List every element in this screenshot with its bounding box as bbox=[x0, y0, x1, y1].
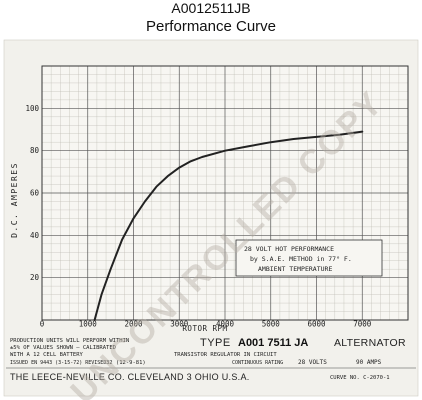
x-tick-labels: 0 1000 2000 3000 4000 5000 6000 7000 bbox=[40, 320, 372, 329]
x-tick-label: 7000 bbox=[353, 320, 372, 329]
annotation-line-2: by S.A.E. METHOD in 77° F. bbox=[250, 255, 352, 263]
y-tick-label: 20 bbox=[30, 273, 40, 282]
y-tick-label: 100 bbox=[25, 104, 39, 113]
x-tick-label: 3000 bbox=[170, 320, 189, 329]
footer-note-line-2: ±5% OF VALUES SHOWN — CALIBRATED bbox=[10, 345, 116, 351]
rating-amps: 90 AMPS bbox=[356, 359, 382, 366]
y-tick-label: 80 bbox=[30, 146, 40, 155]
footer-note-line-1: PRODUCTION UNITS WILL PERFORM WITHIN bbox=[10, 338, 129, 344]
rating-label: CONTINUOUS RATING bbox=[232, 360, 283, 366]
page-subtitle: Performance Curve bbox=[145, 18, 277, 35]
x-tick-label: 5000 bbox=[262, 320, 281, 329]
x-tick-label: 1000 bbox=[79, 320, 98, 329]
annotation-line-1: 28 VOLT HOT PERFORMANCE bbox=[244, 245, 334, 253]
y-axis-label: D.C. AMPERES bbox=[10, 162, 19, 238]
rating-volts: 28 VOLTS bbox=[298, 359, 327, 366]
type-model: A001 7511 JA bbox=[238, 337, 308, 349]
curve-number: CURVE NO. C-2070-1 bbox=[330, 375, 390, 381]
footer-issued-value: 32 (12-9-81) bbox=[106, 360, 146, 366]
performance-curve bbox=[93, 130, 364, 321]
x-tick-label: 6000 bbox=[307, 320, 326, 329]
y-tick-labels: 20 40 60 80 100 bbox=[25, 104, 39, 282]
paper-edge bbox=[3, 39, 419, 397]
annotation-box: 28 VOLT HOT PERFORMANCE by S.A.E. METHOD… bbox=[235, 239, 383, 277]
annotation-frame bbox=[235, 239, 383, 277]
page-title: A0012511JB bbox=[171, 0, 251, 16]
type-suffix: ALTERNATOR bbox=[334, 337, 406, 349]
type-prefix: TYPE bbox=[200, 337, 231, 349]
y-tick-label: 60 bbox=[30, 189, 40, 198]
annotation-line-3: AMBIENT TEMPERATURE bbox=[258, 265, 332, 273]
x-axis-label: ROTOR RPM bbox=[182, 324, 227, 333]
company-name: THE LEECE-NEVILLE CO. CLEVELAND 3 OHIO U… bbox=[10, 372, 250, 382]
x-tick-label: 2000 bbox=[124, 320, 143, 329]
footer-block: PRODUCTION UNITS WILL PERFORM WITHIN ±5%… bbox=[6, 337, 416, 382]
transistor-note: TRANSISTOR REGULATOR IN CIRCUIT bbox=[174, 352, 277, 358]
plot-border bbox=[41, 65, 409, 321]
y-tick-label: 40 bbox=[30, 231, 40, 240]
footer-issued: ISSUED EN 9443 (3-15-72) REVISED bbox=[10, 360, 106, 366]
footer-note-line-3: WITH A 12 CELL BATTERY bbox=[10, 352, 84, 358]
x-tick-label: 4000 bbox=[216, 320, 235, 329]
x-tick-label: 0 bbox=[40, 320, 45, 329]
